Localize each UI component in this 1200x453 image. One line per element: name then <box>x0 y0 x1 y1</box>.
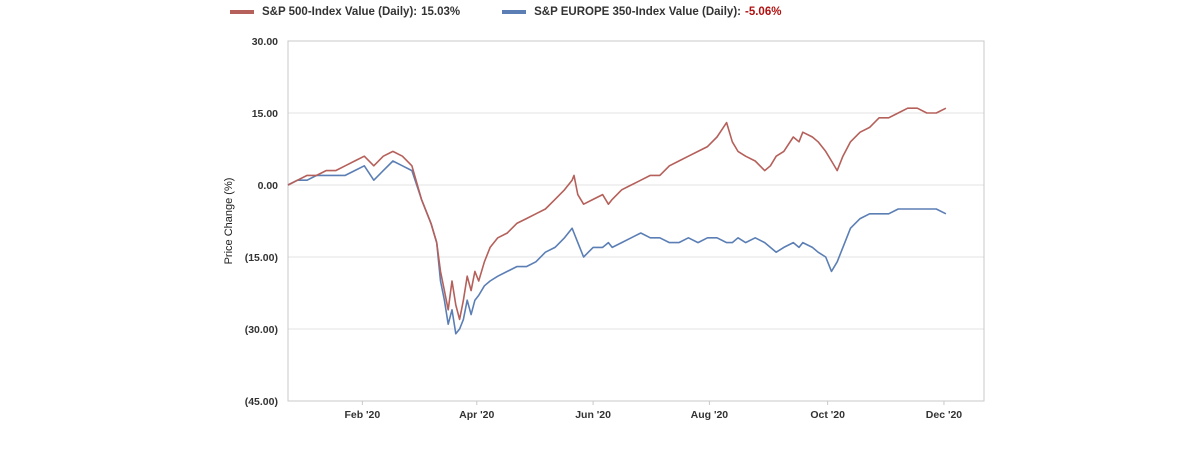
plot-frame <box>287 40 985 402</box>
y-tick-label: (45.00) <box>245 396 278 408</box>
legend-label-sp500: S&P 500-Index Value (Daily): <box>262 6 418 18</box>
y-tick-label: 15.00 <box>252 108 278 120</box>
y-tick-label: 0.00 <box>258 180 279 192</box>
series-line-sp500 <box>287 107 947 321</box>
legend-label-europe350: S&P EUROPE 350-Index Value (Daily): <box>534 6 741 18</box>
legend-item-europe350: S&P EUROPE 350-Index Value (Daily): -5.0… <box>502 6 781 18</box>
legend-value-europe350: -5.06% <box>745 6 782 18</box>
series-line-europe350 <box>287 160 947 335</box>
grid-lines <box>288 40 984 402</box>
y-tick-label: (30.00) <box>245 324 278 336</box>
series-lines <box>287 107 947 335</box>
x-axis: Feb '20 Apr '20 Jun '20 Aug '20 Oct '20 Dec '… <box>344 401 962 421</box>
x-tick-label: Jun '20 <box>575 409 611 421</box>
legend-item-sp500: S&P 500-Index Value (Daily): 15.03% <box>230 6 460 18</box>
y-tick-label: (15.00) <box>245 252 278 264</box>
legend-value-sp500: 15.03% <box>421 6 461 18</box>
legend-swatch-europe350 <box>502 10 527 14</box>
x-tick-label: Oct '20 <box>810 409 845 421</box>
x-tick-label: Feb '20 <box>344 409 380 421</box>
y-axis-label: Price Change (%) <box>223 178 235 265</box>
x-tick-label: Aug '20 <box>691 409 729 421</box>
chart-legend: S&P 500-Index Value (Daily): 15.03% S&P … <box>230 6 781 18</box>
y-axis: 30.00 15.00 0.00 (15.00) (30.00) (45.00) <box>245 36 278 408</box>
legend-swatch-sp500 <box>230 10 254 14</box>
y-tick-label: 30.00 <box>252 36 278 48</box>
x-tick-label: Dec '20 <box>926 409 963 421</box>
x-tick-label: Apr '20 <box>459 409 494 421</box>
